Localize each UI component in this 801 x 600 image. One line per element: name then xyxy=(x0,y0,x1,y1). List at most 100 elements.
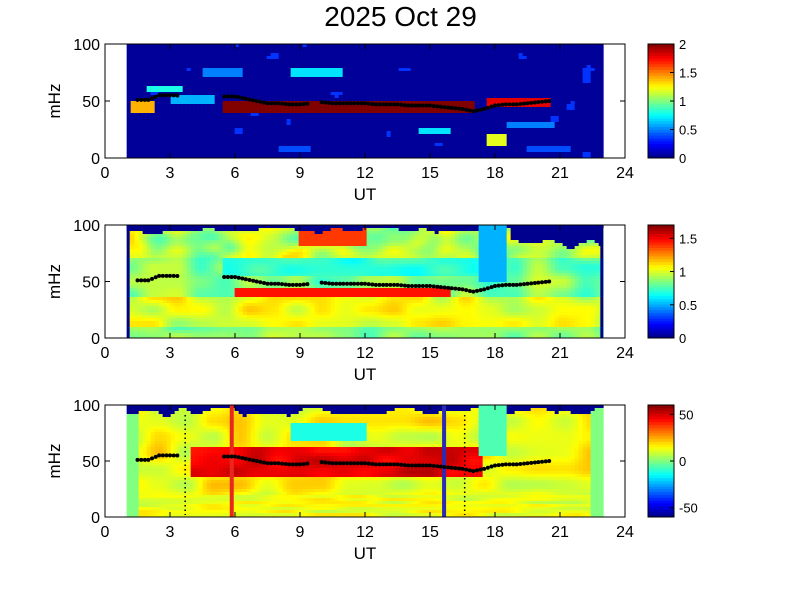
ridge-point xyxy=(171,93,176,98)
x-tick-label: 3 xyxy=(166,165,175,182)
ridge-point xyxy=(449,105,454,110)
ridge-point xyxy=(240,276,245,281)
ridge-point xyxy=(164,93,169,98)
ridge-point xyxy=(482,287,487,292)
x-tick-label: 21 xyxy=(551,524,569,541)
ridge-point xyxy=(399,102,404,107)
colorbar-tick-label: 50 xyxy=(679,407,693,422)
ridge-point xyxy=(406,463,411,468)
colorbar-tick-label: 0 xyxy=(679,331,686,346)
ridge-point xyxy=(276,101,281,106)
ridge-point xyxy=(489,464,494,469)
ridge-point xyxy=(500,462,505,467)
ridge-point xyxy=(305,282,310,287)
ridge-point xyxy=(547,459,552,463)
x-tick-label: 18 xyxy=(486,345,504,362)
colorbar: -50 0 50 xyxy=(647,404,698,518)
ridge-point xyxy=(540,99,545,104)
ridge-point xyxy=(290,282,295,287)
ridge-point xyxy=(139,457,144,462)
ridge-point xyxy=(496,283,501,288)
ridge-point xyxy=(392,282,397,287)
ridge-point xyxy=(298,462,302,467)
ridge-point xyxy=(247,457,252,462)
ridge-point xyxy=(410,463,415,468)
ridge-point xyxy=(225,94,230,99)
ridge-point xyxy=(327,460,332,465)
ridge-point xyxy=(348,461,353,466)
ridge-point xyxy=(345,281,350,286)
ridge-point xyxy=(399,283,404,288)
ridge-point xyxy=(319,100,324,105)
ridge-point xyxy=(384,282,389,287)
ridge-point xyxy=(453,106,458,111)
ridge-point xyxy=(280,282,285,287)
ridge-point xyxy=(428,103,432,108)
ridge-point xyxy=(540,280,545,285)
x-tick-label: 15 xyxy=(421,524,439,541)
ridge-point xyxy=(287,282,292,287)
ridge-point xyxy=(269,281,274,286)
ridge-point xyxy=(532,100,537,105)
chart-panel-3: 0 3 6 9 12 15 18 21 24 UT 0 50 100 mHz -50 0 50 xyxy=(45,398,698,563)
ridge-point xyxy=(287,462,292,467)
ridge-point xyxy=(507,462,512,467)
ridge-point xyxy=(431,103,436,108)
ridge-point xyxy=(330,281,335,286)
ridge-point xyxy=(168,273,172,278)
ridge-point xyxy=(280,101,285,106)
ridge-point xyxy=(301,102,306,107)
ridge-point xyxy=(547,279,552,284)
y-axis-label: mHz xyxy=(45,444,64,479)
ridge-point xyxy=(467,288,472,293)
ridge-point xyxy=(294,462,299,467)
ridge-point xyxy=(323,100,328,105)
ridge-point xyxy=(229,94,234,99)
ridge-point xyxy=(269,101,274,106)
x-tick-label: 18 xyxy=(486,524,504,541)
ridge-point xyxy=(388,102,393,107)
ridge-point xyxy=(301,282,306,287)
data-gap-left xyxy=(126,225,130,338)
ridge-point xyxy=(493,463,497,468)
ridge-point xyxy=(410,284,415,289)
ridge-point xyxy=(392,462,397,467)
x-tick-label: 6 xyxy=(231,345,240,362)
ridge-point xyxy=(478,107,483,112)
ridge-point xyxy=(139,278,144,283)
ridge-point xyxy=(327,281,332,286)
ridge-point xyxy=(381,282,386,287)
x-tick-label: 9 xyxy=(296,165,305,182)
ridge-point xyxy=(424,463,429,468)
ridge-point xyxy=(258,280,263,285)
ridge-point xyxy=(262,100,267,105)
ridge-point xyxy=(265,281,270,286)
ridge-point xyxy=(370,462,375,467)
ridge-point xyxy=(496,103,501,108)
ridge-point xyxy=(514,462,519,467)
ridge-point xyxy=(511,282,516,287)
ridge-point xyxy=(453,466,458,471)
y-tick-label: 100 xyxy=(73,37,100,54)
ridge-point xyxy=(150,96,155,101)
ridge-point xyxy=(514,102,519,107)
y-tick-label: 0 xyxy=(91,331,100,348)
ridge-point xyxy=(522,282,527,287)
y-tick-label: 100 xyxy=(73,398,100,415)
ridge-point xyxy=(370,102,375,107)
ridge-point xyxy=(240,456,245,461)
ridge-point xyxy=(330,461,335,466)
ridge-point xyxy=(511,102,516,107)
ridge-point xyxy=(420,463,425,468)
ridge-point xyxy=(503,102,508,107)
ridge-point xyxy=(142,278,147,283)
ridge-point xyxy=(514,282,519,287)
colorbar-tick-label: 1 xyxy=(679,94,686,109)
ridge-point xyxy=(171,453,176,458)
ridge-point xyxy=(511,462,516,467)
ridge-point xyxy=(225,454,230,459)
ridge-point xyxy=(536,100,541,105)
ridge-point xyxy=(410,103,415,108)
heatmap-image xyxy=(126,225,604,339)
x-tick-label: 9 xyxy=(296,524,305,541)
